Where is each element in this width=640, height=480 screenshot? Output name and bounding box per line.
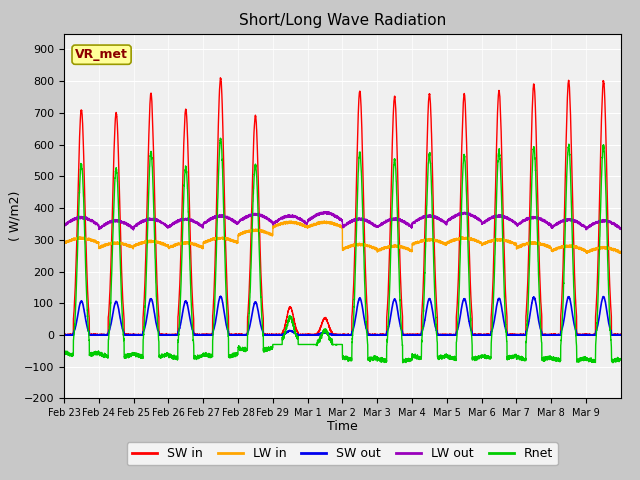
SW out [617,332,625,338]
LW in [364,242,371,248]
SW in [175,290,183,296]
Rnet [175,321,183,327]
Line: SW in: SW in [64,78,621,335]
Y-axis label: ( W/m2): ( W/m2) [8,191,21,241]
LW out [617,225,625,231]
SW in [216,75,224,81]
Rnet [393,200,401,205]
LW out [495,214,503,220]
LW out [130,227,138,233]
SW out [495,296,503,301]
LW out [523,216,531,222]
LW in [393,244,401,250]
Rnet [60,350,68,356]
SW in [393,144,401,149]
Line: LW in: LW in [64,221,621,253]
Rnet [216,135,224,141]
LW in [523,240,531,246]
LW in [537,241,545,247]
SW in [495,88,503,94]
SW in [537,300,545,306]
SW out [60,332,68,337]
X-axis label: Time: Time [327,420,358,432]
SW out [364,328,371,334]
SW out [176,325,184,331]
SW in [523,305,531,311]
Rnet [399,360,406,366]
Rnet [364,335,371,340]
LW in [583,251,591,256]
SW out [537,327,545,333]
LW in [617,250,625,256]
Line: Rnet: Rnet [64,138,621,363]
SW in [60,332,68,338]
Rnet [495,149,503,155]
LW in [175,242,183,248]
Line: LW out: LW out [64,212,621,230]
LW out [321,209,329,215]
SW out [60,332,68,338]
SW out [217,294,225,300]
Rnet [523,332,531,337]
LW in [495,236,503,241]
LW in [285,218,293,224]
Title: Short/Long Wave Radiation: Short/Long Wave Radiation [239,13,446,28]
LW out [60,222,68,228]
SW out [393,304,401,310]
Legend: SW in, LW in, SW out, LW out, Rnet: SW in, LW in, SW out, LW out, Rnet [127,442,558,465]
LW out [364,217,371,223]
Rnet [537,334,545,339]
SW in [617,332,625,338]
Rnet [617,357,625,362]
Text: VR_met: VR_met [75,48,128,61]
SW in [364,305,371,311]
LW out [176,216,184,222]
Line: SW out: SW out [64,297,621,335]
SW out [523,328,531,334]
LW out [393,216,401,222]
LW out [537,216,545,221]
LW in [60,240,68,246]
